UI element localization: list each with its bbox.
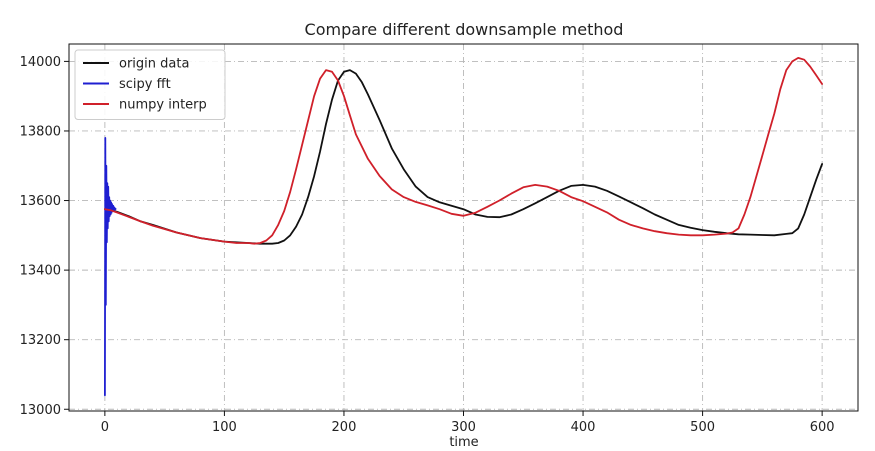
y-tick-label: 13000 [20,403,61,418]
x-tick-label: 500 [690,420,715,435]
x-tick-label: 0 [101,420,109,435]
y-tick-label: 13400 [20,264,61,279]
x-tick-label: 300 [451,420,476,435]
chart-title: Compare different downsample method [305,20,624,39]
x-tick-label: 100 [212,420,237,435]
series-line-1 [104,137,117,397]
series-lines [104,57,823,397]
x-tick-label: 600 [810,420,835,435]
x-tick-label: 400 [571,420,596,435]
x-axis-label: time [449,435,478,447]
legend-entry: numpy interp [119,98,207,113]
legend: origin data scipy fft numpy interp [74,49,226,120]
y-tick-label: 13200 [20,333,61,348]
legend-entry: scipy fft [119,77,171,92]
y-tick-label: 14000 [20,55,61,70]
axis-ticks: 0 100 200 300 400 500 600 13000 13200 13400 13600 1… [20,55,835,435]
series-line-0 [104,69,823,245]
y-tick-label: 13800 [20,124,61,139]
x-tick-label: 200 [332,420,357,435]
series-line-2 [104,57,823,245]
legend-entry: origin data [119,57,189,72]
grid-lines [69,44,858,411]
legend-box [74,49,226,120]
y-tick-label: 13600 [20,194,61,209]
